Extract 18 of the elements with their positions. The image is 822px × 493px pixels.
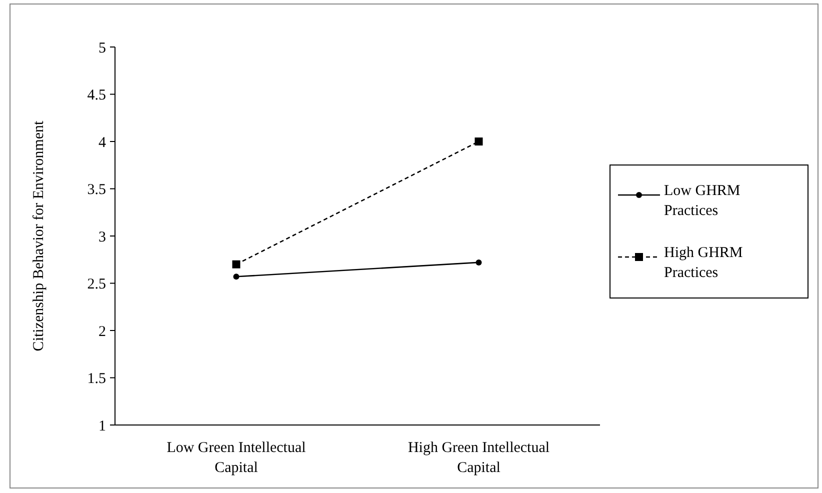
point: [233, 274, 240, 280]
point: [232, 260, 240, 268]
x-tick-label: Low Green Intellectual Capital: [166, 440, 306, 476]
legend-label: Low GHRM Practices: [664, 183, 740, 219]
y-tick-label: 1.5: [87, 371, 106, 387]
y-axis-title: Citizenship Behavior for Environment: [31, 120, 47, 352]
y-tick-label: 2: [98, 324, 106, 340]
y-tick-label: 2.5: [87, 276, 106, 292]
y-tick-label: 3.5: [87, 182, 106, 198]
point: [474, 138, 483, 146]
y-tick-label: 4: [98, 134, 106, 151]
y-tick-label: 3: [98, 229, 106, 246]
x-tick-label: High Green Intellectual Capital: [408, 440, 550, 476]
y-tick-label: 5: [98, 40, 106, 56]
y-tick-label: 1: [98, 418, 106, 434]
point: [476, 259, 482, 266]
legend-label: High GHRM Practices: [664, 245, 743, 281]
y-tick-label: 4.5: [87, 88, 106, 104]
